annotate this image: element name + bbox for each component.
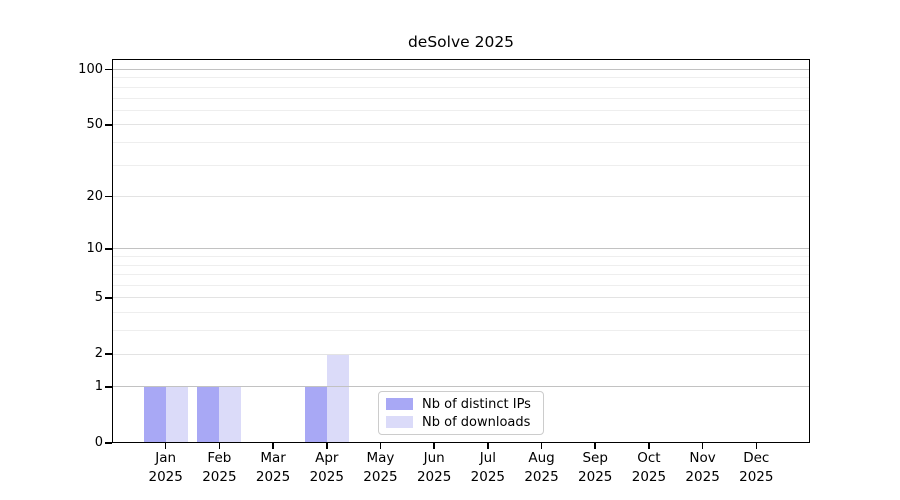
- gridline: [112, 312, 810, 314]
- gridline: [112, 196, 810, 198]
- y-tick: [105, 195, 112, 198]
- y-tick: [105, 124, 112, 126]
- gridline: [112, 77, 810, 79]
- x-tick: [272, 443, 274, 449]
- gridline: [112, 256, 810, 258]
- legend-swatch-downloads-icon: [386, 416, 413, 428]
- x-tick: [433, 443, 435, 449]
- gridline: [112, 164, 810, 166]
- legend-label-distinct-ips: Nb of distinct IPs: [422, 396, 531, 412]
- x-tick-label: May 2025: [363, 450, 398, 485]
- bar-distinct-ips-apr: [304, 386, 327, 443]
- y-tick-label: 100: [78, 61, 103, 77]
- x-tick: [218, 443, 221, 449]
- y-tick: [105, 353, 112, 355]
- bar-distinct-ips-feb: [197, 386, 220, 443]
- x-tick-label: Apr 2025: [309, 450, 344, 485]
- y-tick: [105, 442, 112, 444]
- bar-distinct-ips-jan: [143, 386, 166, 443]
- gridline: [112, 386, 810, 388]
- bar-downloads-jan: [165, 386, 188, 443]
- x-tick-label: Oct 2025: [631, 450, 667, 485]
- y-tick: [105, 248, 112, 250]
- x-tick: [379, 443, 382, 449]
- y-tick: [105, 297, 112, 299]
- y-tick: [105, 386, 112, 388]
- gridline: [112, 97, 810, 99]
- y-tick-label: 10: [86, 240, 103, 256]
- legend-swatch-distinct-ips-icon: [386, 398, 413, 410]
- x-tick-label: Dec 2025: [739, 450, 774, 485]
- y-tick-label: 0: [94, 435, 103, 450]
- gridline: [112, 69, 810, 70]
- bar-downloads-feb: [219, 386, 242, 443]
- chart-title: deSolve 2025: [407, 33, 515, 51]
- x-tick: [594, 443, 596, 449]
- gridline: [112, 86, 810, 88]
- legend-item-distinct-ips: Nb of distinct IPs: [386, 397, 536, 412]
- gridline: [112, 124, 810, 126]
- plot-area: [112, 59, 810, 443]
- legend: Nb of distinct IPs Nb of downloads: [378, 391, 544, 435]
- x-tick: [487, 443, 489, 449]
- legend-label-downloads: Nb of downloads: [422, 414, 531, 430]
- y-tick-label: 5: [94, 289, 103, 305]
- x-tick-label: Nov 2025: [685, 450, 720, 485]
- gridline: [112, 141, 810, 143]
- y-tick-label: 2: [94, 346, 103, 362]
- y-tick-label: 20: [86, 188, 103, 204]
- gridline: [112, 353, 810, 355]
- legend-item-downloads: Nb of downloads: [386, 415, 536, 430]
- x-tick-label: Aug 2025: [524, 450, 559, 485]
- y-tick-label: 1: [94, 378, 103, 394]
- y-tick: [105, 68, 112, 71]
- x-tick-label: Jul 2025: [470, 450, 506, 485]
- y-tick-label: 50: [86, 116, 103, 132]
- bar-downloads-apr: [326, 354, 349, 443]
- x-tick-label: Jun 2025: [416, 450, 452, 485]
- gridline: [112, 248, 810, 250]
- x-tick-label: Mar 2025: [255, 450, 291, 485]
- gridline: [112, 109, 810, 111]
- x-tick-label: Jan 2025: [148, 450, 183, 485]
- gridline: [112, 285, 810, 287]
- x-tick-label: Sep 2025: [578, 450, 613, 485]
- x-tick: [540, 443, 543, 449]
- x-tick: [755, 443, 758, 449]
- gridline: [112, 274, 810, 276]
- gridline: [112, 264, 810, 266]
- x-tick: [701, 443, 704, 449]
- gridline: [112, 330, 810, 332]
- x-tick-label: Feb 2025: [202, 450, 237, 485]
- gridline: [112, 297, 810, 299]
- x-tick: [326, 443, 328, 449]
- x-tick: [648, 443, 650, 449]
- x-tick: [164, 443, 167, 449]
